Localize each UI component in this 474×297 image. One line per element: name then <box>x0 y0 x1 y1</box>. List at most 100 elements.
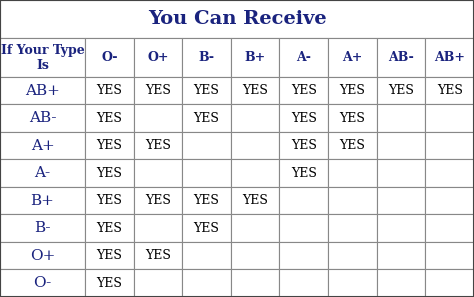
Bar <box>182 214 231 242</box>
Bar <box>0 159 85 187</box>
Bar <box>425 132 474 159</box>
Bar <box>134 105 182 132</box>
Text: YES: YES <box>96 249 122 262</box>
Bar <box>182 242 231 269</box>
Text: YES: YES <box>437 84 463 97</box>
Text: O+: O+ <box>30 249 55 263</box>
Bar <box>182 105 231 132</box>
Text: YES: YES <box>193 194 219 207</box>
Bar <box>134 214 182 242</box>
Text: O+: O+ <box>147 51 169 64</box>
Bar <box>377 105 425 132</box>
Bar <box>280 187 328 214</box>
Text: YES: YES <box>145 249 171 262</box>
Bar <box>425 159 474 187</box>
Text: YES: YES <box>96 139 122 152</box>
Bar <box>231 214 280 242</box>
Bar <box>85 105 134 132</box>
Bar <box>134 38 182 77</box>
Bar <box>182 187 231 214</box>
Text: B-: B- <box>34 221 51 235</box>
Bar <box>0 105 85 132</box>
Bar <box>280 132 328 159</box>
Bar <box>377 159 425 187</box>
Bar <box>377 269 425 297</box>
Text: A+: A+ <box>31 139 55 153</box>
Bar <box>85 132 134 159</box>
Bar <box>85 269 134 297</box>
Bar <box>328 105 377 132</box>
Text: YES: YES <box>242 194 268 207</box>
Text: B+: B+ <box>30 194 55 208</box>
Bar <box>231 187 280 214</box>
Bar <box>231 159 280 187</box>
Text: A-: A- <box>296 51 311 64</box>
Text: A-: A- <box>35 166 51 180</box>
Text: YES: YES <box>242 84 268 97</box>
Text: O-: O- <box>33 276 52 290</box>
Text: YES: YES <box>339 84 365 97</box>
Bar <box>134 242 182 269</box>
Bar <box>0 269 85 297</box>
Text: AB-: AB- <box>388 51 414 64</box>
Text: If Your Type
Is: If Your Type Is <box>0 44 84 72</box>
Bar <box>85 38 134 77</box>
Bar <box>134 187 182 214</box>
Bar <box>0 38 85 77</box>
Bar <box>0 132 85 159</box>
Bar <box>182 132 231 159</box>
Text: YES: YES <box>339 139 365 152</box>
Text: YES: YES <box>291 84 317 97</box>
Bar <box>425 269 474 297</box>
Bar <box>377 38 425 77</box>
Bar <box>377 132 425 159</box>
Bar <box>231 105 280 132</box>
Text: YES: YES <box>96 112 122 125</box>
Text: YES: YES <box>193 112 219 125</box>
Text: YES: YES <box>96 222 122 235</box>
Bar <box>328 187 377 214</box>
Text: YES: YES <box>145 84 171 97</box>
Bar <box>85 214 134 242</box>
Bar <box>425 105 474 132</box>
Text: YES: YES <box>96 84 122 97</box>
Bar <box>280 105 328 132</box>
Text: YES: YES <box>291 139 317 152</box>
Bar <box>328 132 377 159</box>
Bar <box>280 214 328 242</box>
Text: YES: YES <box>96 277 122 290</box>
Bar <box>328 38 377 77</box>
Bar <box>182 38 231 77</box>
Text: AB+: AB+ <box>25 84 60 98</box>
Bar <box>231 269 280 297</box>
Bar <box>0 242 85 269</box>
Bar <box>85 159 134 187</box>
Bar <box>425 38 474 77</box>
Bar <box>134 269 182 297</box>
Bar <box>231 77 280 105</box>
Bar <box>182 159 231 187</box>
Bar <box>280 38 328 77</box>
Bar <box>280 269 328 297</box>
Text: YES: YES <box>291 167 317 180</box>
Bar <box>377 214 425 242</box>
Bar <box>328 214 377 242</box>
Bar <box>134 77 182 105</box>
Text: O-: O- <box>101 51 118 64</box>
Bar <box>328 77 377 105</box>
Bar <box>425 187 474 214</box>
Text: YES: YES <box>193 222 219 235</box>
Bar <box>425 77 474 105</box>
Bar <box>328 159 377 187</box>
Bar <box>231 242 280 269</box>
Bar <box>85 77 134 105</box>
Bar <box>377 187 425 214</box>
Text: YES: YES <box>339 112 365 125</box>
Bar <box>85 187 134 214</box>
Bar <box>134 159 182 187</box>
Text: B-: B- <box>199 51 215 64</box>
Bar <box>231 38 280 77</box>
Bar <box>425 214 474 242</box>
Bar <box>231 132 280 159</box>
Bar <box>182 77 231 105</box>
